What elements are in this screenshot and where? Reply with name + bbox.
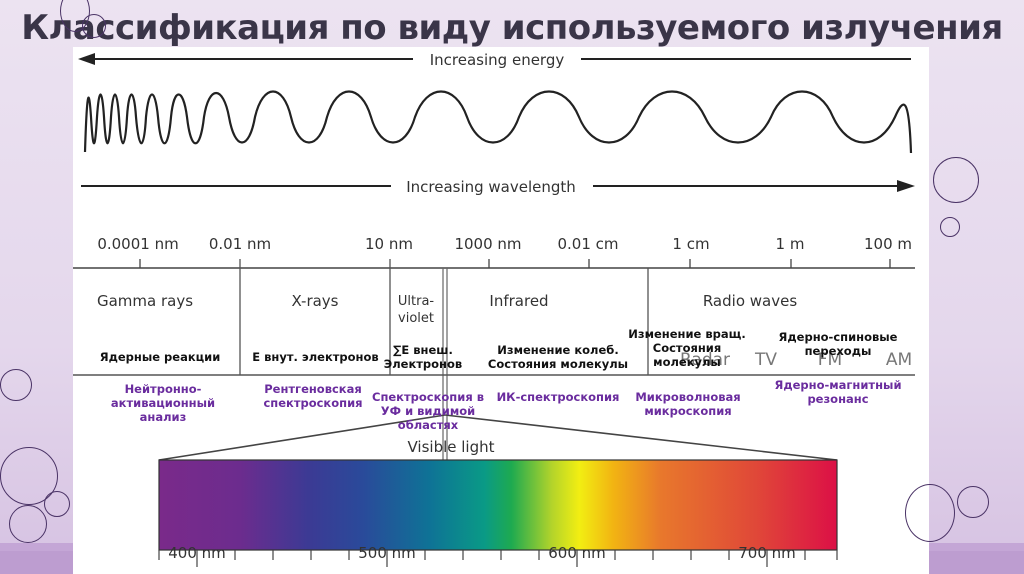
- process-nuclear-spin: Ядерно-спиновые переходы: [778, 330, 898, 358]
- method-xray-spectroscopy: Рентгеновская спектроскопия: [263, 382, 363, 410]
- radio-radar: Radar: [680, 350, 730, 370]
- region-radio: Radio waves: [703, 292, 797, 310]
- method-neutron-activation: Нейтронно- активационный анализ: [110, 382, 216, 424]
- wavelength-arrow: Increasing wavelength: [81, 178, 915, 196]
- process-inner-electrons: Е внут. электронов: [252, 350, 379, 364]
- radio-fm: FM: [818, 350, 842, 370]
- process-rotational: Изменение вращ. Состояния молекулы: [628, 327, 746, 369]
- visible-tick-600: 600 nm: [548, 544, 606, 562]
- bubble-decoration-icon: [82, 14, 106, 38]
- arrow-right-icon: [897, 180, 915, 192]
- process-nuclear-reactions: Ядерные реакции: [99, 350, 221, 364]
- process-outer-electrons: ∑Е внеш. Электронов: [383, 343, 463, 371]
- svg-text:0.01 nm: 0.01 nm: [209, 235, 271, 253]
- region-uv-line2: violet: [398, 311, 434, 326]
- wavelength-arrow-label: Increasing wavelength: [406, 178, 576, 196]
- visible-light-label: Visible light: [407, 438, 494, 456]
- method-uv-vis-spectroscopy: Спектроскопия в УФ и видимой областях: [372, 390, 484, 432]
- visible-spectrum-bar: [158, 459, 838, 551]
- region-uv-line1: Ultra-: [398, 294, 435, 309]
- spectrum-diagram: Increasing energy Increasing wavelength …: [73, 47, 929, 574]
- method-microwave: Микроволновая микроскопия: [635, 390, 741, 418]
- wave-icon: [83, 90, 913, 154]
- bubble-decoration-icon: [905, 484, 955, 542]
- slide-title: Классификация по виду используемого излу…: [21, 8, 1003, 48]
- svg-text:0.0001 nm: 0.0001 nm: [97, 235, 178, 253]
- svg-text:10 nm: 10 nm: [365, 235, 413, 253]
- bubble-decoration-icon: [9, 505, 47, 543]
- svg-text:1 m: 1 m: [776, 235, 805, 253]
- visible-tick-400: 400 nm: [168, 544, 226, 562]
- spectrum-diagram-svg: Increasing energy Increasing wavelength …: [73, 51, 915, 567]
- bubble-decoration-icon: [940, 217, 960, 237]
- bubble-decoration-icon: [0, 369, 32, 401]
- svg-text:1 cm: 1 cm: [672, 235, 709, 253]
- bubble-decoration-icon: [44, 491, 70, 517]
- process-vibrational: Изменение колеб. Состояния молекулы: [487, 343, 629, 371]
- energy-arrow: Increasing energy: [78, 51, 911, 69]
- visible-tick-500: 500 nm: [358, 544, 416, 562]
- region-infrared: Infrared: [489, 292, 548, 310]
- bubble-decoration-icon: [933, 157, 979, 203]
- method-nmr: Ядерно-магнитный резонанс: [774, 378, 902, 406]
- svg-text:100 m: 100 m: [864, 235, 912, 253]
- visible-tick-700: 700 nm: [738, 544, 796, 562]
- wavelength-scale: 0.0001 nm 0.01 nm 10 nm 1000 nm 0.01 cm …: [73, 235, 915, 269]
- region-xrays: X-rays: [292, 292, 339, 310]
- radio-tv: TV: [754, 350, 777, 370]
- region-gamma: Gamma rays: [97, 292, 193, 310]
- bubble-decoration-icon: [957, 486, 989, 518]
- visible-light-zoom: Visible light: [158, 414, 838, 567]
- svg-text:0.01 cm: 0.01 cm: [557, 235, 618, 253]
- arrow-left-icon: [78, 53, 95, 65]
- method-ir-spectroscopy: ИК-спектроскопия: [496, 390, 620, 404]
- radio-am: AM: [886, 350, 912, 370]
- energy-arrow-label: Increasing energy: [430, 51, 565, 69]
- region-dividers: [73, 259, 915, 467]
- svg-text:1000 nm: 1000 nm: [454, 235, 521, 253]
- region-labels: Gamma rays X-rays Ultra- violet Infrared…: [97, 292, 912, 370]
- bubble-decoration-icon: [0, 447, 58, 505]
